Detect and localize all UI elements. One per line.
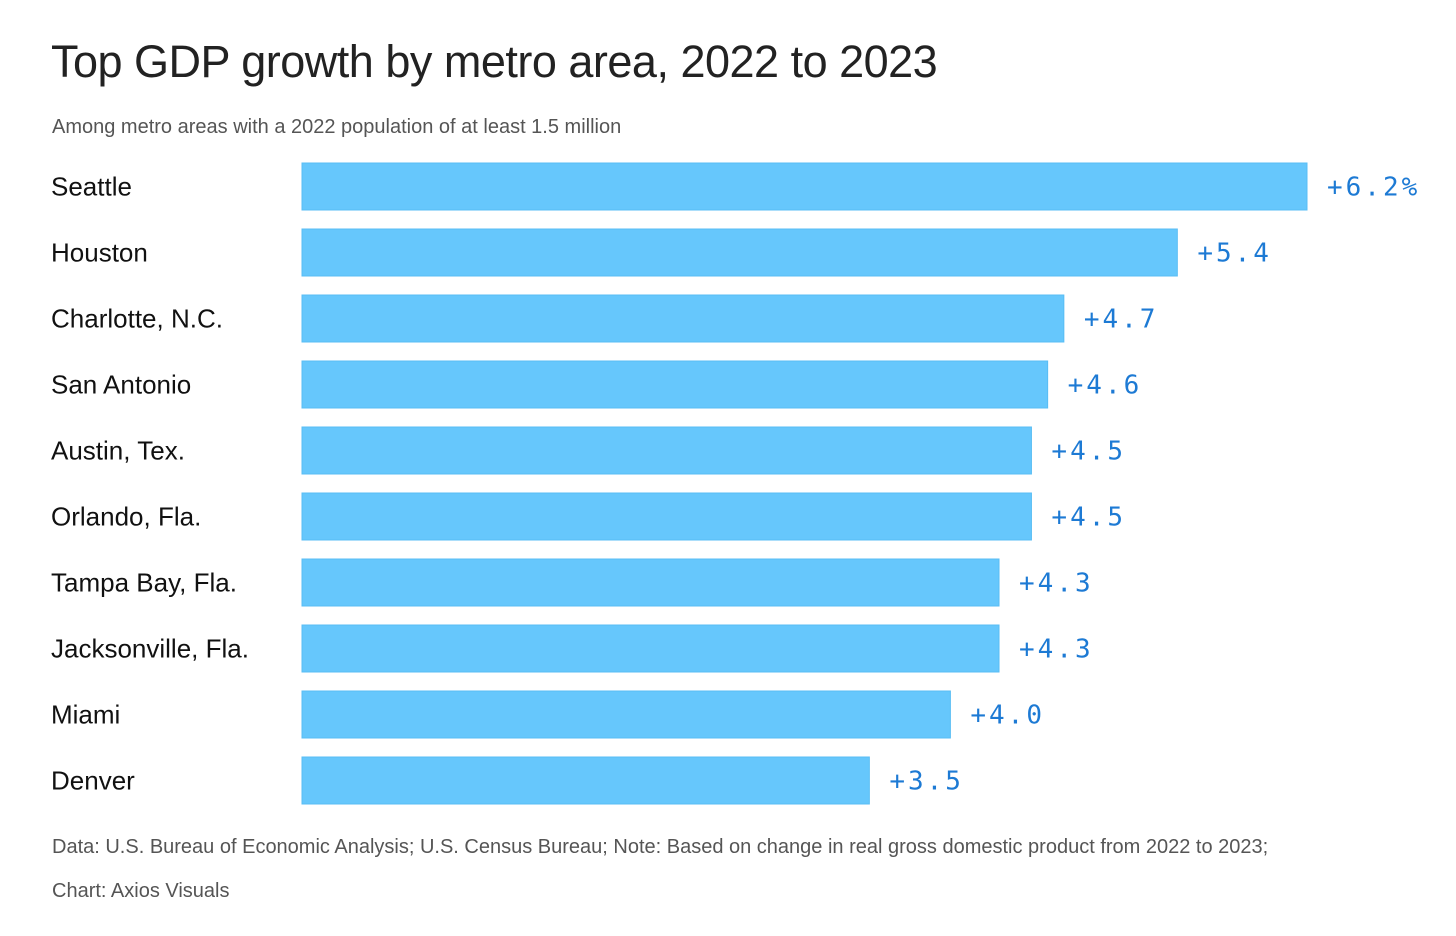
category-label: Miami	[51, 700, 120, 730]
value-label: +4.5	[1051, 503, 1126, 533]
category-label: Austin, Tex.	[51, 436, 185, 466]
category-label: Charlotte, N.C.	[51, 304, 223, 334]
bar	[301, 228, 1178, 277]
category-label: Seattle	[51, 172, 132, 202]
bar	[301, 426, 1032, 475]
bar	[301, 360, 1049, 409]
category-label: Houston	[51, 238, 148, 268]
value-label: +4.7	[1084, 305, 1159, 335]
category-label: Denver	[51, 766, 135, 796]
bar	[301, 624, 1000, 673]
chart-credit: Chart: Axios Visuals	[52, 880, 230, 902]
value-label: +4.5	[1051, 437, 1126, 467]
bar	[301, 756, 870, 805]
bar	[301, 558, 1000, 607]
bar	[301, 690, 951, 739]
bar	[301, 294, 1065, 343]
value-label: +4.6	[1068, 371, 1143, 401]
category-label: San Antonio	[51, 370, 191, 400]
bar	[301, 492, 1032, 541]
value-label: +4.3	[1019, 569, 1094, 599]
value-label: +3.5	[889, 767, 964, 797]
category-label: Jacksonville, Fla.	[51, 634, 249, 664]
category-label: Tampa Bay, Fla.	[51, 568, 237, 598]
source-note: Data: U.S. Bureau of Economic Analysis; …	[52, 836, 1269, 858]
value-label: +4.0	[970, 701, 1045, 731]
value-label: +4.3	[1019, 635, 1094, 665]
category-label: Orlando, Fla.	[51, 502, 201, 532]
chart-title: Top GDP growth by metro area, 2022 to 20…	[51, 36, 938, 87]
bar	[301, 162, 1308, 211]
value-label: +5.4	[1197, 239, 1272, 269]
value-label: +6.2%	[1327, 173, 1420, 203]
chart-subtitle: Among metro areas with a 2022 population…	[52, 116, 622, 138]
